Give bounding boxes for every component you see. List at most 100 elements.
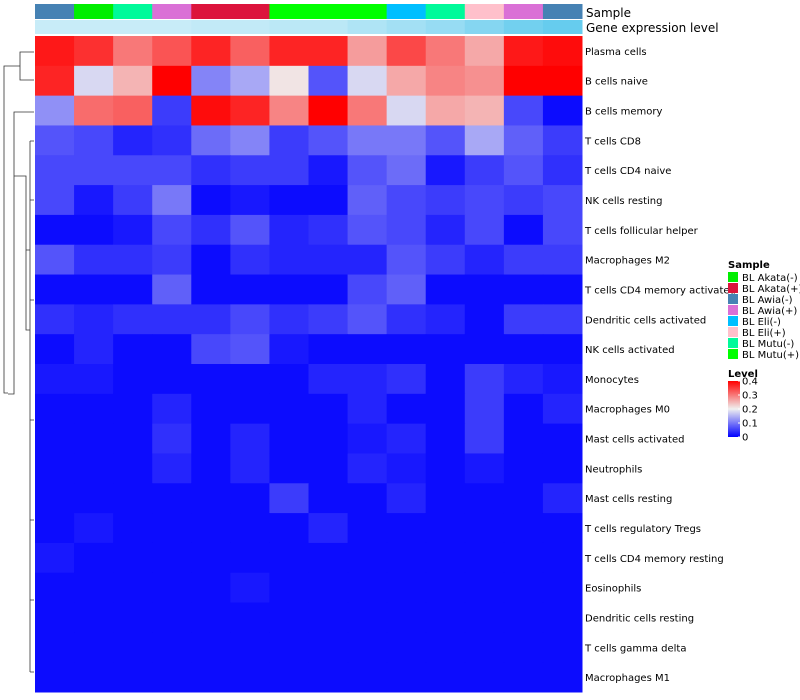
heatmap-cell — [503, 662, 544, 693]
heatmap-cell — [464, 393, 505, 425]
level-tick-label: 0.4 — [742, 377, 758, 388]
heatmap-cell — [386, 304, 427, 335]
heatmap-cell — [152, 453, 192, 484]
heatmap-cell — [35, 423, 75, 454]
heatmap-cell — [269, 155, 309, 186]
heatmap-cell — [425, 572, 466, 604]
heatmap-cell — [152, 602, 192, 633]
heatmap-cell — [152, 483, 192, 514]
heatmap-cell — [503, 185, 544, 216]
heatmap-cell — [191, 125, 231, 156]
heatmap-cell — [230, 334, 270, 365]
heatmap-cell — [269, 483, 309, 514]
heatmap-cell — [152, 662, 192, 693]
heatmap-cell — [191, 214, 231, 246]
sample-legend-label: BL Awia(-) — [742, 295, 793, 306]
heatmap-cell — [152, 214, 192, 246]
heatmap-cell — [74, 364, 114, 395]
heatmap-cell — [152, 334, 192, 365]
heatmap-cell — [35, 274, 75, 305]
heatmap-cell — [425, 244, 466, 276]
heatmap-cell — [230, 453, 270, 484]
heatmap-cell — [269, 214, 309, 246]
heatmap-cell — [74, 572, 114, 604]
heatmap-cell — [230, 572, 270, 604]
heatmap-cell — [503, 304, 544, 335]
heatmap-cell — [308, 304, 349, 335]
sample-annotation-cell — [386, 4, 427, 19]
heatmap-cell — [464, 214, 505, 246]
heatmap-cell — [464, 542, 505, 574]
heatmap-cell — [113, 483, 153, 514]
heatmap-cell — [113, 244, 153, 276]
heatmap-cell — [152, 423, 192, 454]
heatmap-cell — [269, 393, 309, 425]
heatmap-cell — [347, 423, 388, 454]
heatmap-cell — [230, 483, 270, 514]
expression-annotation-cell — [308, 20, 349, 34]
row-label: Dendritic cells activated — [585, 315, 706, 326]
heatmap-cell — [191, 274, 231, 305]
heatmap-cell — [308, 65, 349, 97]
heatmap-cell — [464, 423, 505, 454]
heatmap-cell — [503, 513, 544, 544]
heatmap-cell — [386, 214, 427, 246]
heatmap-cell — [269, 453, 309, 484]
heatmap-cell — [74, 244, 114, 276]
heatmap-cell — [542, 274, 583, 305]
heatmap-cell — [35, 542, 75, 574]
heatmap-cell — [191, 244, 231, 276]
heatmap-cell — [230, 95, 270, 126]
heatmap-cell — [269, 304, 309, 335]
heatmap-cell — [542, 334, 583, 365]
level-legend-title: Level — [728, 369, 758, 380]
sample-legend-swatch — [728, 294, 738, 304]
heatmap-cell — [35, 483, 75, 514]
heatmap-cell — [464, 453, 505, 484]
heatmap-cell — [152, 393, 192, 425]
heatmap-cell — [113, 513, 153, 544]
heatmap-cell — [152, 244, 192, 276]
heatmap-cell — [35, 304, 75, 335]
heatmap-cell — [425, 602, 466, 633]
heatmap-cell — [308, 95, 349, 126]
heatmap-cell — [113, 65, 153, 97]
heatmap-cell — [35, 572, 75, 604]
heatmap-cell — [425, 214, 466, 246]
heatmap-cell — [464, 244, 505, 276]
heatmap-cell — [230, 632, 270, 663]
heatmap-cell — [425, 542, 466, 574]
heatmap-cell — [542, 364, 583, 395]
heatmap-cell — [347, 393, 388, 425]
level-color-bar — [728, 381, 740, 437]
heatmap-cell — [347, 304, 388, 335]
heatmap-cell — [191, 632, 231, 663]
row-label: B cells memory — [585, 107, 662, 118]
heatmap-cell — [503, 364, 544, 395]
expression-annotation-cell — [152, 20, 192, 34]
level-tick-label: 0.1 — [742, 419, 758, 430]
heatmap-cell — [113, 542, 153, 574]
heatmap-cell — [425, 185, 466, 216]
heatmap-cell — [464, 662, 505, 693]
row-label: Macrophages M0 — [585, 405, 670, 416]
heatmap-cell — [503, 244, 544, 276]
heatmap-cell — [425, 95, 466, 126]
heatmap-cell — [347, 65, 388, 97]
heatmap-cell — [386, 185, 427, 216]
heatmap-cell — [191, 423, 231, 454]
heatmap-cell — [542, 155, 583, 186]
heatmap-cell — [308, 36, 349, 67]
level-tick-label: 0.3 — [742, 391, 758, 402]
sample-annotation-cell — [152, 4, 192, 19]
heatmap-cell — [347, 125, 388, 156]
heatmap-cell — [386, 274, 427, 305]
heatmap-cell — [113, 334, 153, 365]
sample-annotation-cell — [464, 4, 505, 19]
heatmap-cell — [74, 423, 114, 454]
sample-legend-swatch — [728, 283, 738, 293]
heatmap-cell — [308, 542, 349, 574]
heatmap-cell — [35, 393, 75, 425]
heatmap-cell — [269, 334, 309, 365]
heatmap-cell — [113, 95, 153, 126]
